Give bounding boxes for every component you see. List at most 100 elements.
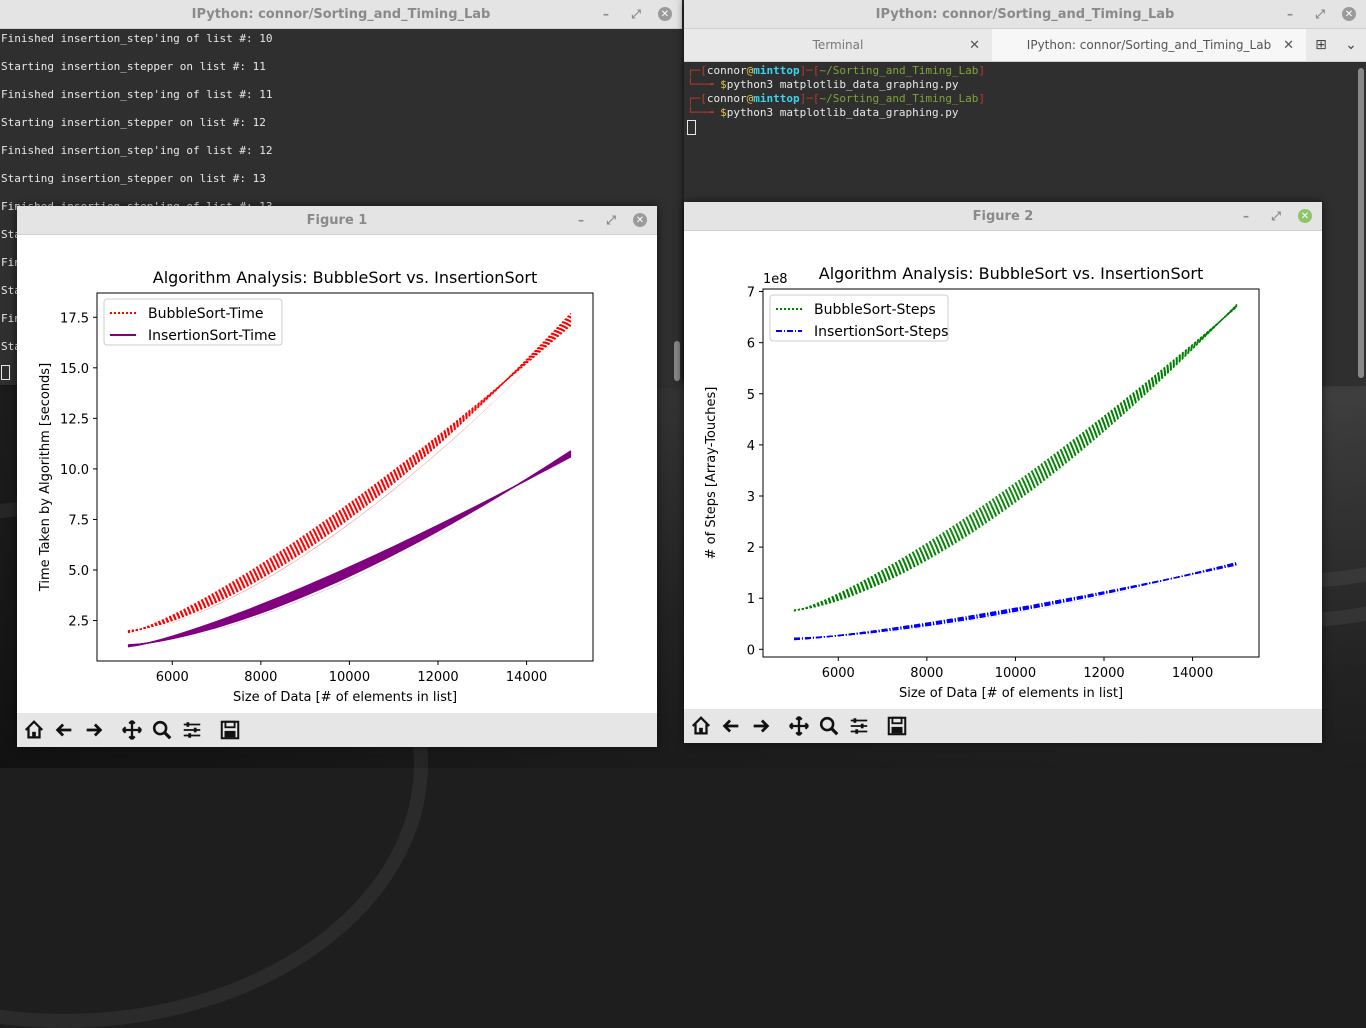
back-icon[interactable] (717, 712, 745, 740)
scrollbar[interactable] (1358, 68, 1364, 378)
close-icon[interactable]: ✕ (1298, 209, 1312, 223)
series-BubbleSort-Steps (793, 303, 1238, 612)
series-line (793, 303, 1238, 611)
y-tick-label: 10.0 (60, 463, 89, 478)
forward-icon[interactable] (80, 716, 108, 744)
y-tick-label: 6 (747, 337, 755, 352)
series-BubbleSort-Time (127, 312, 572, 634)
maximize-icon[interactable]: ⤢ (1271, 208, 1281, 223)
close-icon[interactable]: ✕ (658, 7, 672, 21)
series-line (793, 562, 1238, 639)
series-line (127, 450, 572, 646)
window-title: Figure 1 (306, 212, 368, 228)
series-line (127, 312, 572, 632)
figure1-canvas[interactable]: Algorithm Analysis: BubbleSort vs. Inser… (17, 235, 657, 747)
minimize-icon[interactable]: – (1243, 209, 1249, 223)
maximize-icon[interactable]: ⤢ (1315, 6, 1325, 21)
window-title: IPython: connor/Sorting_and_Timing_Lab (875, 6, 1175, 22)
series-band (128, 325, 571, 633)
series-line (793, 305, 1238, 612)
output-line: Sta (1, 284, 21, 297)
window-title: Figure 2 (972, 208, 1034, 224)
series-line (793, 305, 1238, 611)
maximize-icon[interactable]: ⤢ (606, 212, 616, 227)
output-line: Finished insertion_step'ing of list #: 1… (1, 144, 273, 157)
pan-icon[interactable] (785, 712, 813, 740)
series-line (127, 315, 572, 632)
close-icon[interactable]: ✕ (1342, 7, 1356, 21)
series-line (793, 562, 1238, 639)
series-line (127, 455, 572, 648)
series-line (127, 319, 572, 633)
figure2-titlebar[interactable]: Figure 2 – ⤢ ✕ (684, 202, 1322, 231)
series-band (794, 565, 1237, 640)
back-icon[interactable] (50, 716, 78, 744)
legend-label: BubbleSort-Time (148, 306, 263, 322)
series-line (793, 562, 1238, 640)
series-line (793, 563, 1238, 640)
series-line (793, 304, 1238, 611)
figure2-canvas[interactable]: Algorithm Analysis: BubbleSort vs. Inser… (684, 231, 1322, 743)
y-tick-label: 17.5 (60, 311, 89, 326)
tab-terminal[interactable]: Terminal ✕ (684, 29, 992, 61)
figure1-plot[interactable]: Algorithm Analysis: BubbleSort vs. Inser… (17, 235, 657, 713)
series-line (793, 563, 1238, 640)
pan-icon[interactable] (118, 716, 146, 744)
figure1-titlebar[interactable]: Figure 1 – ⤢ ✕ (17, 206, 657, 235)
zoom-icon[interactable] (815, 712, 843, 740)
home-icon[interactable] (20, 716, 48, 744)
configure-icon[interactable] (845, 712, 873, 740)
save-icon[interactable] (883, 712, 911, 740)
figure2-plot[interactable]: Algorithm Analysis: BubbleSort vs. Inser… (684, 231, 1322, 709)
series-line (127, 317, 572, 632)
tab-menu-chevron-icon[interactable]: ⌄ (1345, 37, 1357, 53)
y-tick-label: 5.0 (68, 564, 89, 579)
x-tick-label: 14000 (1172, 666, 1213, 681)
series-line (793, 306, 1238, 612)
tab-ipython[interactable]: IPython: connor/Sorting_and_Timing_Lab ✕ (992, 29, 1306, 61)
output-line: Fin (1, 256, 21, 269)
series-line (793, 562, 1238, 640)
zoom-icon[interactable] (148, 716, 176, 744)
maximize-icon[interactable]: ⤢ (631, 6, 641, 21)
legend-box (103, 298, 283, 346)
chart-title: Algorithm Analysis: BubbleSort vs. Inser… (819, 264, 1203, 283)
close-tab-icon[interactable]: ✕ (969, 37, 980, 53)
series-line (127, 452, 572, 647)
home-icon[interactable] (687, 712, 715, 740)
command-line: └──╼ $python3 matplotlib_data_graphing.p… (687, 78, 959, 91)
series-line (127, 321, 572, 633)
series-line (793, 563, 1238, 640)
minimize-icon[interactable]: – (1287, 7, 1293, 21)
save-icon[interactable] (216, 716, 244, 744)
forward-icon[interactable] (747, 712, 775, 740)
series-line (127, 324, 572, 634)
output-line: Starting insertion_stepper on list #: 12 (1, 116, 266, 129)
series-line (127, 451, 572, 646)
y-tick-label: 5 (747, 388, 755, 403)
minimize-icon[interactable]: – (603, 7, 609, 21)
y-tick-label: 15.0 (60, 362, 89, 377)
series-line (127, 450, 572, 646)
scrollbar[interactable] (674, 341, 680, 381)
x-axis-label: Size of Data [# of elements in list] (233, 690, 457, 705)
minimize-icon[interactable]: – (578, 213, 584, 227)
figure1-toolbar (17, 713, 657, 747)
right-terminal-titlebar[interactable]: IPython: connor/Sorting_and_Timing_Lab –… (684, 0, 1366, 29)
close-icon[interactable]: ✕ (633, 213, 647, 227)
y-tick-label: 7.5 (68, 513, 89, 528)
series-line (127, 451, 572, 646)
series-line (127, 322, 572, 633)
close-tab-icon[interactable]: ✕ (1283, 37, 1294, 53)
y-tick-label: 7 (747, 286, 755, 301)
configure-icon[interactable] (178, 716, 206, 744)
x-tick-label: 6000 (822, 666, 855, 681)
terminal-tab-bar: Terminal ✕ IPython: connor/Sorting_and_T… (684, 29, 1366, 62)
x-tick-label: 10000 (329, 670, 370, 685)
series-InsertionSort-Steps (793, 561, 1238, 641)
series-line (127, 453, 572, 647)
left-terminal-titlebar[interactable]: IPython: connor/Sorting_and_Timing_Lab –… (0, 0, 682, 29)
new-tab-icon[interactable]: ⊞ (1315, 37, 1327, 53)
series-line (127, 323, 572, 633)
legend-label: BubbleSort-Steps (814, 302, 936, 318)
